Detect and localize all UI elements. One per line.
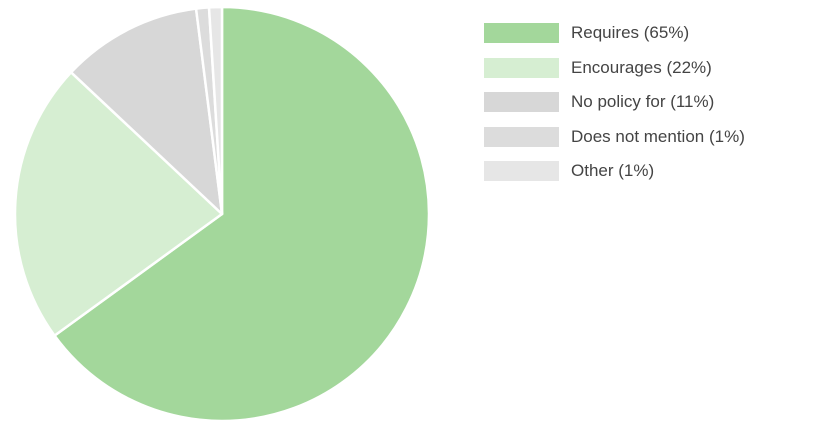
legend-item: No policy for (11%) [484,89,814,115]
pie-slice-2 [69,7,224,216]
legend-label: Encourages (22%) [571,57,712,77]
pie-slice-1 [13,71,224,337]
pie-slice-4 [207,5,224,216]
legend-item: Does not mention (1%) [484,124,814,150]
legend-swatch [484,57,559,78]
legend-swatch [484,23,559,43]
legend: Requires (65%) Encourages (22%) No policy … [484,20,814,193]
legend-item: Other (1%) [484,158,814,184]
legend-item: Requires (65%) [484,20,814,46]
legend-label: Requires (65%) [571,23,690,42]
legend-swatch [484,161,559,181]
legend-label: Does not mention (1%) [571,126,745,146]
legend-label: No policy for (11%) [571,92,715,111]
legend-swatch [484,126,559,147]
pie-slice-0 [53,5,431,422]
legend-item: Encourages (22%) [484,55,814,81]
legend-swatch [484,92,559,112]
legend-label: Other (1%) [571,161,655,180]
